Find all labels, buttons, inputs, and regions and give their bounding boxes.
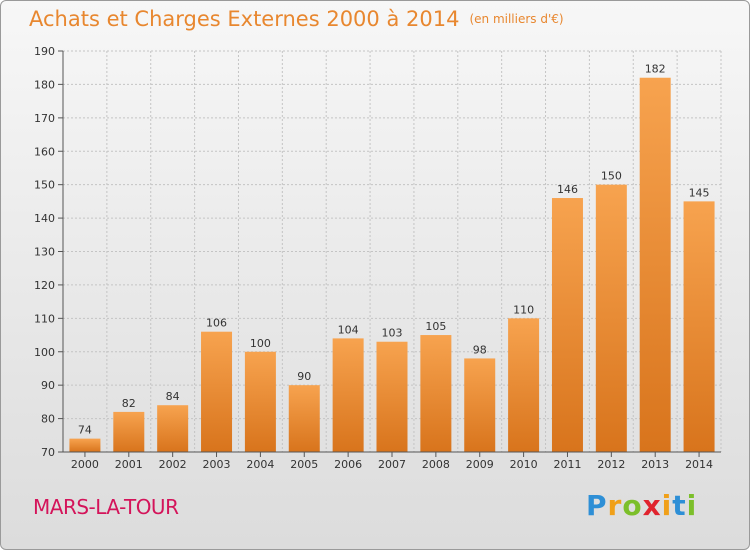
y-tick-label: 150 (34, 179, 55, 192)
bar-value-label: 106 (206, 317, 227, 330)
proxiti-logo: Proxiti (586, 489, 697, 522)
bar (332, 338, 364, 452)
bar-value-label: 90 (297, 370, 311, 383)
x-tick-label: 2010 (510, 458, 538, 471)
bar-value-label: 104 (338, 323, 359, 336)
y-tick-label: 70 (41, 446, 55, 459)
bar-value-label: 98 (473, 343, 487, 356)
bar (201, 331, 233, 452)
bar (288, 385, 320, 452)
x-tick-label: 2008 (422, 458, 450, 471)
bar (595, 184, 627, 452)
y-tick-label: 80 (41, 413, 55, 426)
logo-letter: r (607, 489, 623, 522)
bar (639, 77, 671, 452)
y-tick-label: 90 (41, 379, 55, 392)
x-tick-label: 2013 (641, 458, 669, 471)
x-tick-label: 2001 (115, 458, 143, 471)
y-tick-label: 100 (34, 346, 55, 359)
chart-subtitle: (en milliers d'€) (469, 12, 564, 26)
bar-value-label: 84 (166, 390, 180, 403)
x-tick-label: 2004 (246, 458, 274, 471)
bar (508, 318, 540, 452)
bar (157, 405, 189, 452)
bar (420, 335, 452, 452)
bar-value-label: 145 (689, 186, 710, 199)
bar-layer: 74 82 84 106 100 90 104 103 105 98 110 146 150 182 145 (69, 63, 715, 452)
y-tick-label: 160 (34, 145, 55, 158)
x-tick-label: 2009 (466, 458, 494, 471)
bar (244, 351, 276, 452)
bar (69, 438, 101, 452)
x-tick-label: 2014 (685, 458, 713, 471)
bar-value-label: 150 (601, 170, 622, 183)
bar (113, 411, 145, 452)
bar-value-label: 110 (513, 303, 534, 316)
chart-title: Achats et Charges Externes 2000 à 2014 (e… (29, 7, 564, 31)
x-tick-label: 2002 (159, 458, 187, 471)
bar (683, 201, 715, 452)
bar-value-label: 182 (645, 63, 666, 76)
bar (464, 358, 496, 452)
bar-value-label: 82 (122, 397, 136, 410)
x-tick-label: 2012 (597, 458, 625, 471)
town-name: MARS-LA-TOUR (33, 495, 179, 519)
y-tick-label: 140 (34, 212, 55, 225)
x-tick-label: 2011 (553, 458, 581, 471)
y-tick-label: 190 (34, 45, 55, 58)
bar-value-label: 103 (382, 327, 403, 340)
y-tick-label: 110 (34, 312, 55, 325)
y-tick-label: 170 (34, 112, 55, 125)
bar-value-label: 100 (250, 337, 271, 350)
logo-letter: o (622, 489, 643, 522)
axis-layer: 70 80 90 100 110 120 130 140 150 160 170 180 190 2000… (34, 45, 721, 471)
logo-letter: P (586, 489, 608, 522)
y-tick-label: 120 (34, 279, 55, 292)
bar-value-label: 74 (78, 424, 92, 437)
bar (376, 341, 408, 452)
x-tick-label: 2003 (203, 458, 231, 471)
x-tick-label: 2006 (334, 458, 362, 471)
y-tick-label: 130 (34, 246, 55, 259)
x-tick-label: 2007 (378, 458, 406, 471)
logo-letter: x (642, 489, 662, 522)
x-tick-label: 2005 (290, 458, 318, 471)
bar (551, 198, 583, 452)
logo-letter: i (661, 489, 673, 522)
x-tick-label: 2000 (71, 458, 99, 471)
logo-letter: t (672, 489, 687, 522)
bar-value-label: 105 (425, 320, 446, 333)
logo-letter: i (686, 489, 698, 522)
bar-value-label: 146 (557, 183, 578, 196)
chart-title-text: Achats et Charges Externes 2000 à 2014 (29, 7, 460, 31)
y-tick-label: 180 (34, 78, 55, 91)
